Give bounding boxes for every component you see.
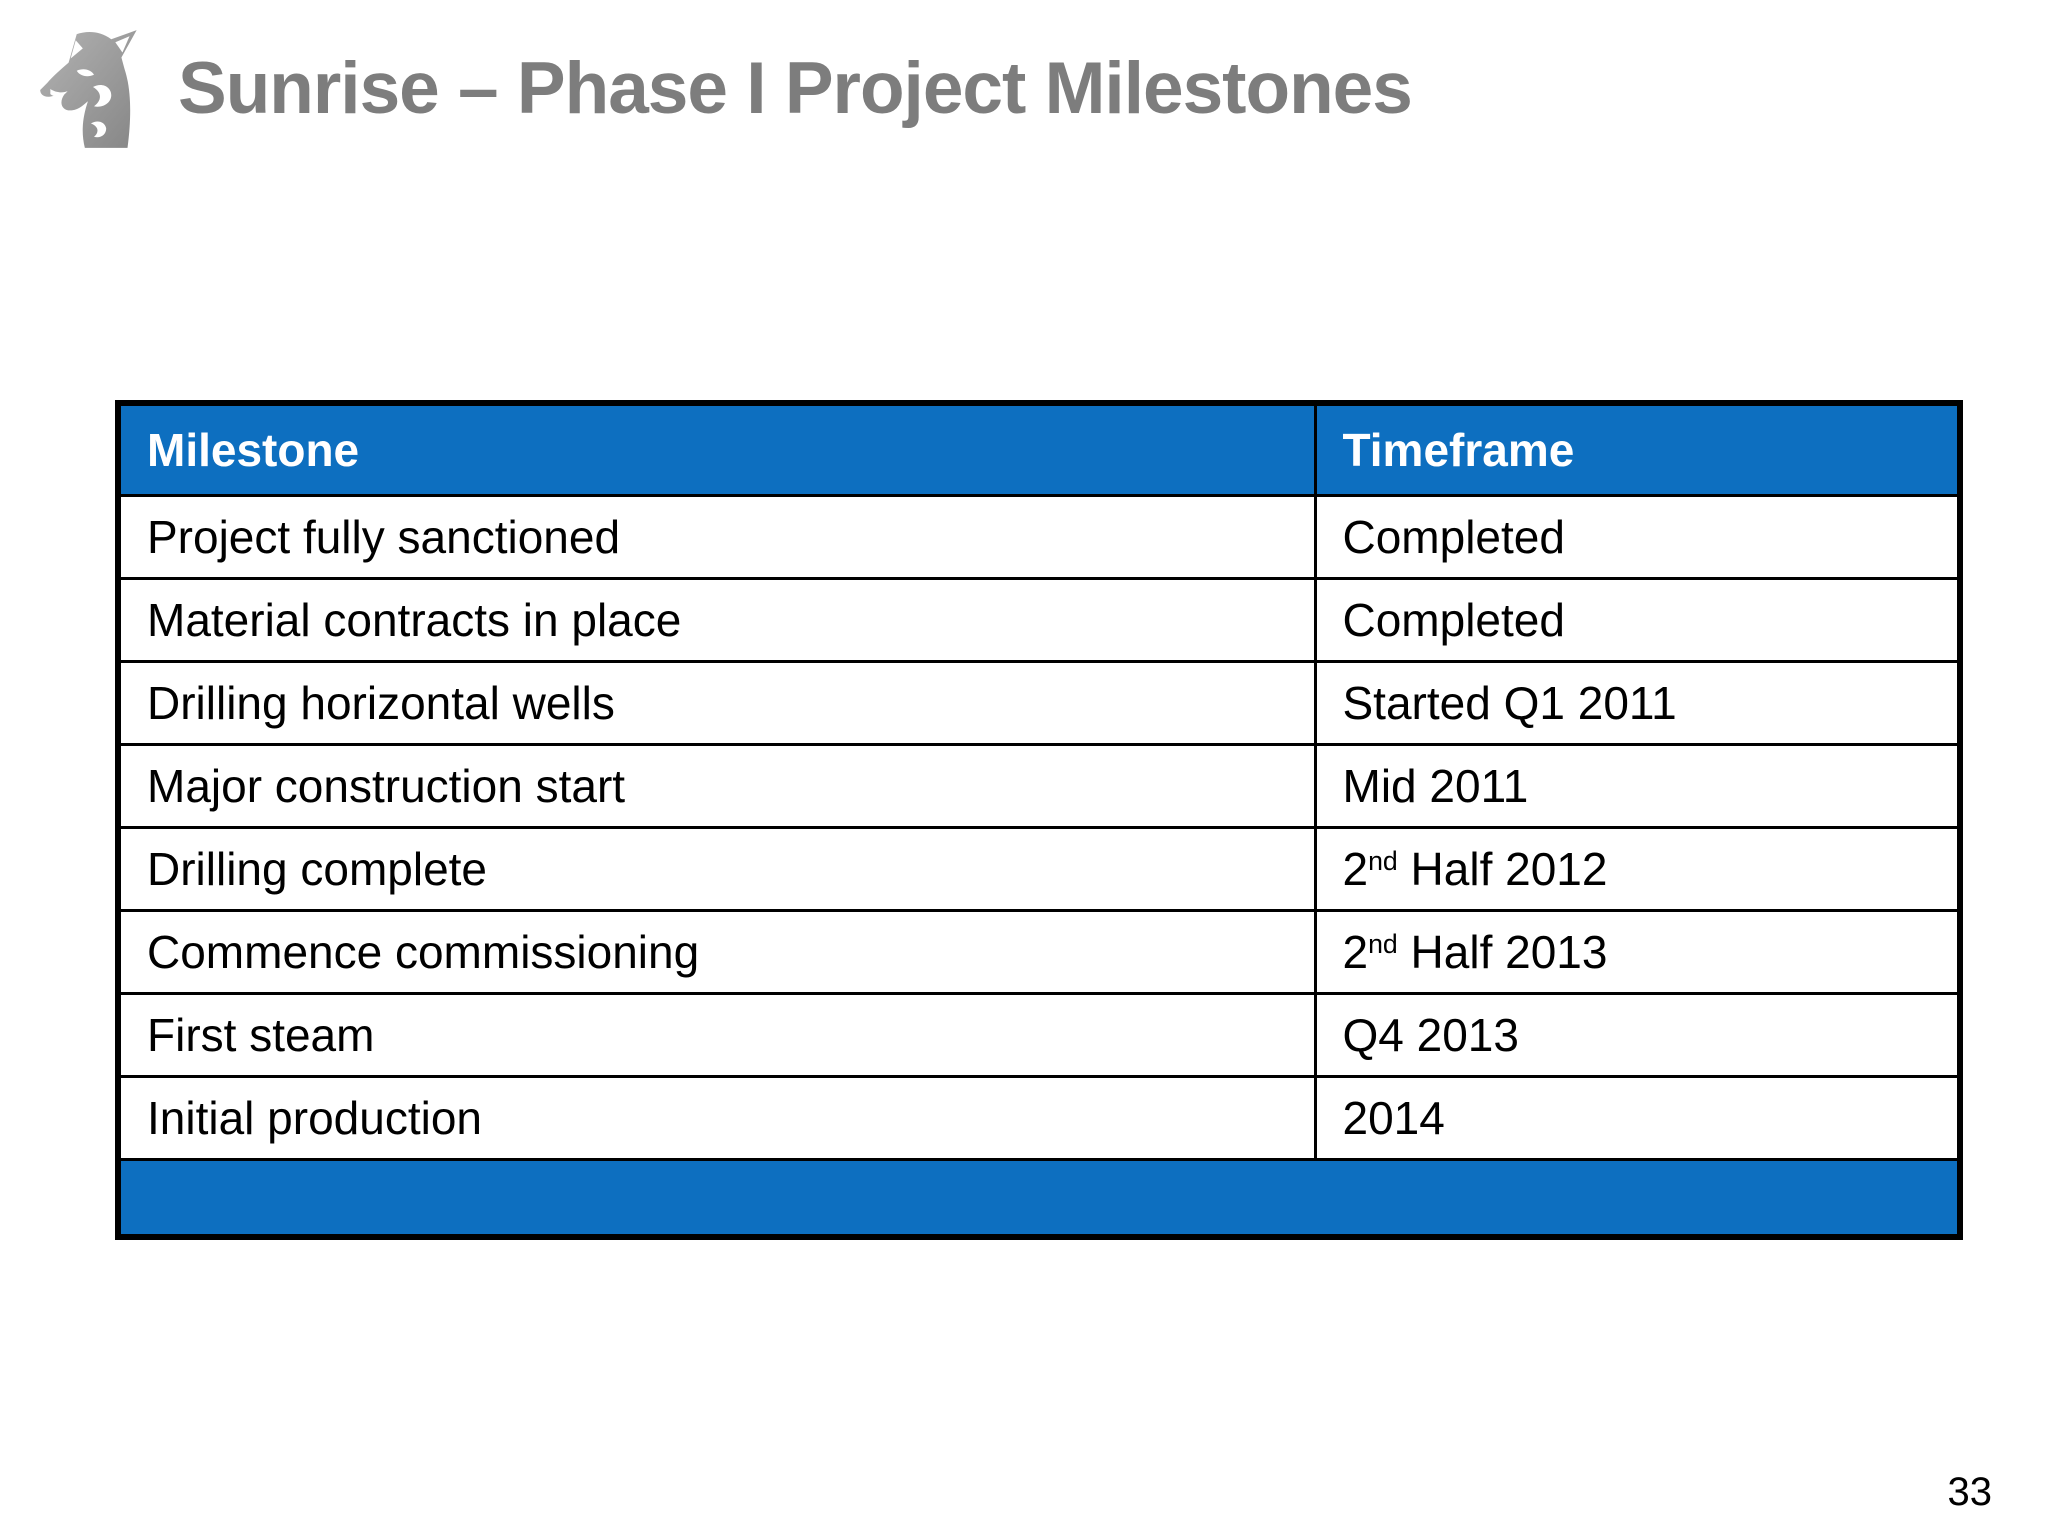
timeframe-cell: Started Q1 2011 bbox=[1313, 659, 1962, 746]
table-row: Major construction start Mid 2011 bbox=[116, 742, 1962, 829]
milestone-cell: Material contracts in place bbox=[116, 576, 1317, 663]
page-title: Sunrise – Phase I Project Milestones bbox=[178, 47, 1413, 129]
timeframe-cell: Completed bbox=[1313, 576, 1962, 663]
table-row: Project fully sanctioned Completed bbox=[116, 493, 1962, 580]
table-row: First steam Q4 2013 bbox=[116, 991, 1962, 1078]
column-header-milestone: Milestone bbox=[116, 401, 1317, 497]
milestone-cell: Drilling horizontal wells bbox=[116, 659, 1317, 746]
timeframe-text: 2014 bbox=[1342, 1091, 1445, 1144]
table-row: Material contracts in place Completed bbox=[116, 576, 1962, 663]
timeframe-text: Half 2013 bbox=[1397, 925, 1608, 978]
milestone-cell: First steam bbox=[116, 991, 1317, 1078]
timeframe-text: Half 2012 bbox=[1397, 842, 1608, 895]
timeframe-cell: 2nd Half 2013 bbox=[1313, 908, 1962, 995]
milestones-table-body: Project fully sanctioned Completed Materia… bbox=[116, 493, 1962, 1161]
milestone-cell: Commence commissioning bbox=[116, 908, 1317, 995]
table-row: Commence commissioning 2nd Half 2013 bbox=[116, 908, 1962, 995]
ordinal-superscript: nd bbox=[1368, 845, 1398, 876]
milestone-cell: Initial production bbox=[116, 1074, 1317, 1161]
table-header-row: Milestone Timeframe bbox=[116, 401, 1962, 497]
table-footer-band bbox=[116, 1157, 1962, 1239]
slide-header: Sunrise – Phase I Project Milestones bbox=[38, 18, 1413, 158]
ordinal-superscript: nd bbox=[1368, 928, 1398, 959]
husky-dog-head-icon bbox=[38, 22, 150, 154]
milestone-cell: Project fully sanctioned bbox=[116, 493, 1317, 580]
timeframe-cell: Completed bbox=[1313, 493, 1962, 580]
timeframe-text: Completed bbox=[1342, 510, 1565, 563]
timeframe-text: 2 bbox=[1342, 925, 1369, 978]
timeframe-text: Mid 2011 bbox=[1342, 759, 1529, 812]
timeframe-text: 2 bbox=[1342, 842, 1369, 895]
page-number: 33 bbox=[1947, 1470, 1993, 1514]
milestone-cell: Major construction start bbox=[116, 742, 1317, 829]
timeframe-text: Q4 2013 bbox=[1342, 1008, 1519, 1061]
milestone-cell: Drilling complete bbox=[116, 825, 1317, 912]
table-row: Drilling horizontal wells Started Q1 2011 bbox=[116, 659, 1962, 746]
timeframe-cell: Mid 2011 bbox=[1313, 742, 1962, 829]
milestones-table: Milestone Timeframe Project fully sancti… bbox=[115, 400, 1963, 1240]
timeframe-text: Started Q1 2011 bbox=[1342, 676, 1677, 729]
timeframe-text: Completed bbox=[1342, 593, 1565, 646]
table-row: Drilling complete 2nd Half 2012 bbox=[116, 825, 1962, 912]
timeframe-cell: 2nd Half 2012 bbox=[1313, 825, 1962, 912]
timeframe-cell: 2014 bbox=[1313, 1074, 1962, 1161]
timeframe-cell: Q4 2013 bbox=[1313, 991, 1962, 1078]
table-row: Initial production 2014 bbox=[116, 1074, 1962, 1161]
column-header-timeframe: Timeframe bbox=[1313, 401, 1962, 497]
